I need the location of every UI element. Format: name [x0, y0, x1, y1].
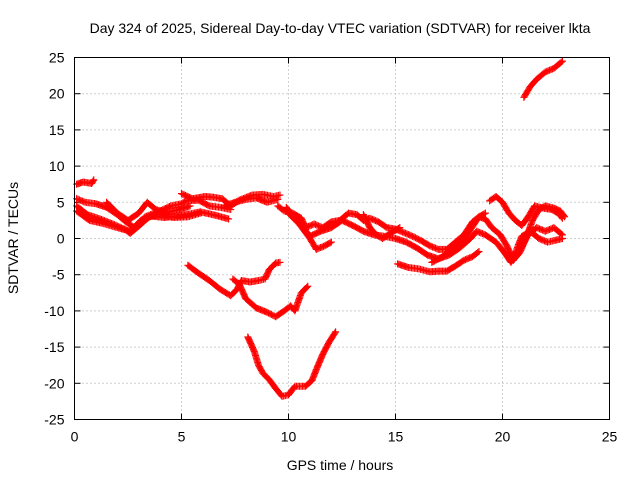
series-arc-4 [73, 207, 205, 235]
y-tick-label: -25 [44, 412, 64, 428]
chart-title: Day 324 of 2025, Sidereal Day-to-day VTE… [90, 20, 591, 36]
x-tick-label: 25 [602, 429, 618, 445]
x-tick-label: 20 [495, 429, 511, 445]
data-point [80, 198, 88, 206]
y-tick-label: 5 [57, 194, 65, 210]
y-tick-label: 25 [49, 50, 65, 66]
series-arc-10 [244, 328, 340, 400]
data-point [186, 202, 194, 210]
data-point [276, 258, 284, 266]
x-tick-label: 10 [281, 429, 297, 445]
data-point [395, 224, 403, 232]
y-tick-label: 15 [49, 122, 65, 138]
data-point [557, 58, 565, 66]
data-point [480, 210, 488, 218]
series-arc-9 [229, 275, 312, 321]
data-point [474, 249, 482, 257]
y-tick-label: 10 [49, 158, 65, 174]
data-point [276, 191, 284, 199]
y-tick-label: -5 [52, 267, 65, 283]
series-arc-14 [359, 211, 404, 242]
data-point [303, 283, 311, 291]
data-point [304, 282, 312, 290]
series-arc-8 [184, 258, 284, 300]
x-tick-label: 0 [71, 429, 79, 445]
series-arc-18 [509, 202, 569, 264]
series-arc-19 [520, 57, 566, 101]
y-tick-label: -10 [44, 303, 64, 319]
data-point [89, 177, 97, 185]
data-point [558, 235, 566, 242]
plot-frame [74, 57, 610, 420]
y-tick-label: -15 [44, 339, 64, 355]
data-point [481, 209, 489, 217]
series-arc-13 [285, 209, 335, 253]
data-point [274, 195, 282, 203]
series-arc-16 [428, 209, 489, 266]
data-point [90, 176, 98, 184]
x-axis-label: GPS time / hours [287, 457, 394, 473]
data-marks [73, 57, 569, 400]
data-point [327, 238, 335, 246]
y-tick-label: 20 [49, 86, 65, 102]
series-arc-7 [220, 194, 282, 210]
y-tick-label: 0 [57, 231, 65, 247]
series-arc-1 [73, 176, 98, 188]
data-point [561, 213, 569, 221]
x-tick-label: 5 [178, 429, 186, 445]
data-point [331, 329, 339, 337]
y-axis-label: SDTVAR / TECUs [5, 182, 21, 294]
x-tick-label: 15 [388, 429, 404, 445]
data-point [332, 328, 340, 336]
data-point [225, 215, 233, 223]
series-arc-12 [282, 203, 566, 266]
data-point [558, 57, 566, 65]
axis-ticks: 0 5 10 15 20 25 -25 -20 -15 -10 -5 0 5 10 15 20 25 [44, 50, 617, 445]
y-tick-label: -20 [44, 375, 64, 391]
series-arc-15 [394, 248, 483, 276]
data-point [326, 239, 334, 247]
series-arc-5 [103, 198, 194, 224]
data-point [475, 248, 483, 256]
data-point [197, 208, 205, 216]
data-point [396, 224, 404, 232]
data-point [560, 212, 568, 220]
